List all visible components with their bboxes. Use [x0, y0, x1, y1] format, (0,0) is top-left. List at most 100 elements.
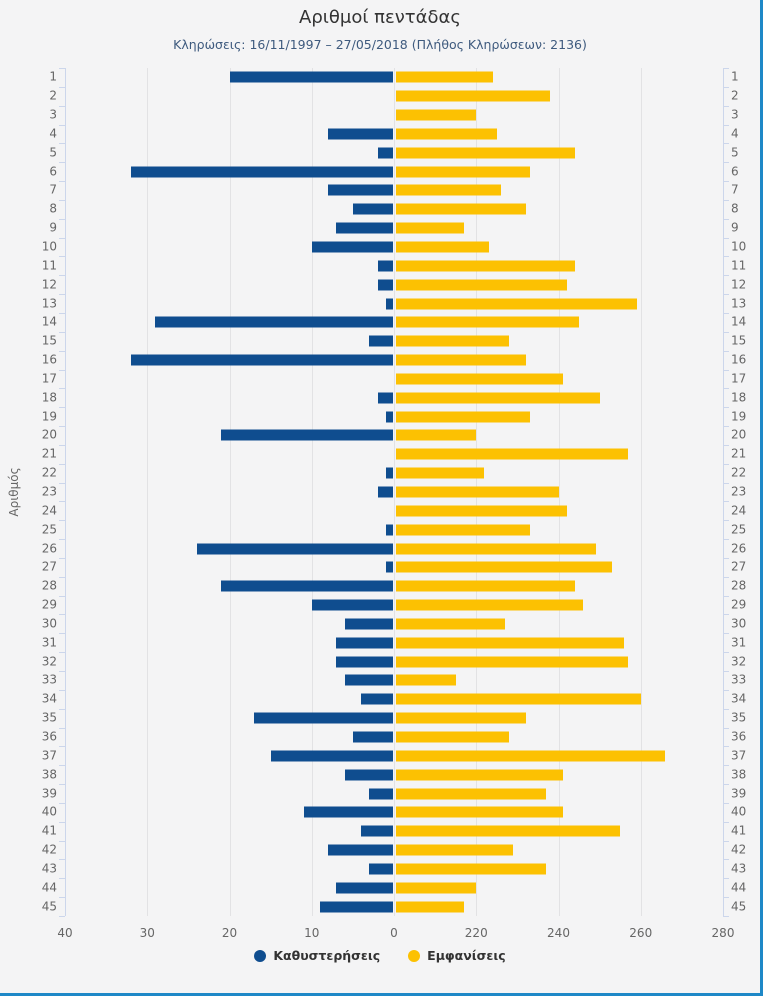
bar-appearance[interactable]	[396, 693, 641, 705]
category-tick	[59, 351, 65, 352]
bar-appearance[interactable]	[396, 731, 510, 743]
bar-appearance[interactable]	[396, 599, 584, 611]
bar-delay[interactable]	[270, 750, 393, 762]
bar-delay[interactable]	[328, 184, 393, 196]
bar-appearance[interactable]	[396, 656, 629, 668]
category-tick	[59, 728, 65, 729]
bar-appearance[interactable]	[396, 184, 501, 196]
bar-delay[interactable]	[385, 467, 393, 479]
bar-appearance[interactable]	[396, 637, 625, 649]
bar-delay[interactable]	[377, 279, 393, 291]
category-tick	[723, 520, 729, 521]
bar-appearance[interactable]	[396, 505, 567, 517]
bar-appearance[interactable]	[396, 166, 530, 178]
bar-delay[interactable]	[344, 674, 393, 686]
bar-delay[interactable]	[229, 71, 393, 83]
bar-appearance[interactable]	[396, 128, 497, 140]
bar-appearance[interactable]	[396, 524, 530, 536]
bar-delay[interactable]	[336, 637, 393, 649]
bar-appearance[interactable]	[396, 618, 506, 630]
legend-item-appearances[interactable]: Εμφανίσεις	[408, 948, 506, 963]
bar-delay[interactable]	[311, 241, 393, 253]
row-label-left: 38	[41, 767, 57, 782]
bar-appearance[interactable]	[396, 298, 637, 310]
bar-delay[interactable]	[328, 844, 393, 856]
category-tick	[723, 803, 729, 804]
bar-appearance[interactable]	[396, 580, 575, 592]
bar-appearance[interactable]	[396, 203, 526, 215]
bar-appearance[interactable]	[396, 241, 489, 253]
bar-appearance[interactable]	[396, 467, 485, 479]
bar-delay[interactable]	[369, 788, 393, 799]
bar-appearance[interactable]	[396, 316, 580, 328]
bar-appearance[interactable]	[396, 769, 563, 781]
bar-appearance[interactable]	[396, 674, 456, 686]
bar-delay[interactable]	[336, 882, 393, 894]
bar-delay[interactable]	[361, 825, 393, 837]
bar-appearance[interactable]	[396, 448, 629, 460]
category-tick	[723, 407, 729, 408]
bar-delay[interactable]	[303, 806, 393, 818]
bar-appearance[interactable]	[396, 279, 567, 291]
bar-appearance[interactable]	[396, 712, 526, 724]
bar-delay[interactable]	[361, 693, 393, 705]
bar-appearance[interactable]	[396, 147, 575, 159]
bar-delay[interactable]	[254, 712, 393, 724]
bar-appearance[interactable]	[396, 373, 563, 385]
bar-delay[interactable]	[377, 260, 393, 272]
bar-delay[interactable]	[377, 486, 393, 498]
bar-appearance[interactable]	[396, 222, 464, 234]
bar-delay[interactable]	[369, 335, 393, 347]
bar-appearance[interactable]	[396, 90, 551, 102]
bar-delay[interactable]	[385, 561, 393, 573]
bar-delay[interactable]	[221, 429, 393, 441]
bar-delay[interactable]	[385, 411, 393, 423]
legend-item-delays[interactable]: Καθυστερήσεις	[254, 948, 380, 963]
bar-appearance[interactable]	[396, 863, 547, 875]
bar-appearance[interactable]	[396, 486, 559, 498]
bar-appearance[interactable]	[396, 561, 612, 573]
bar-delay[interactable]	[311, 599, 393, 611]
row-label-left: 19	[41, 409, 57, 424]
bar-delay[interactable]	[130, 166, 393, 178]
bar-appearance[interactable]	[396, 806, 563, 818]
bar-delay[interactable]	[385, 298, 393, 310]
bar-delay[interactable]	[221, 580, 393, 592]
bar-delay[interactable]	[377, 392, 393, 404]
category-tick	[723, 690, 729, 691]
bar-appearance[interactable]	[396, 109, 477, 121]
bar-delay[interactable]	[385, 524, 393, 536]
row-label-left: 31	[41, 635, 57, 650]
bar-delay[interactable]	[369, 863, 393, 875]
bar-appearance[interactable]	[396, 543, 596, 555]
bar-appearance[interactable]	[396, 901, 464, 913]
bar-delay[interactable]	[377, 147, 393, 159]
bar-appearance[interactable]	[396, 825, 621, 837]
category-tick	[723, 162, 729, 163]
bar-appearance[interactable]	[396, 750, 666, 762]
bar-appearance[interactable]	[396, 788, 547, 799]
bar-appearance[interactable]	[396, 71, 493, 83]
bar-appearance[interactable]	[396, 354, 526, 366]
bar-appearance[interactable]	[396, 260, 575, 272]
bar-delay[interactable]	[344, 769, 393, 781]
bar-delay[interactable]	[155, 316, 393, 328]
bar-delay[interactable]	[196, 543, 393, 555]
category-tick	[723, 219, 729, 220]
category-tick	[59, 125, 65, 126]
bar-appearance[interactable]	[396, 392, 600, 404]
bar-delay[interactable]	[352, 731, 393, 743]
bar-delay[interactable]	[130, 354, 393, 366]
bar-delay[interactable]	[328, 128, 393, 140]
bar-delay[interactable]	[319, 901, 393, 913]
bar-delay[interactable]	[352, 203, 393, 215]
row-label-left: 23	[41, 484, 57, 499]
bar-delay[interactable]	[336, 656, 393, 668]
bar-delay[interactable]	[336, 222, 393, 234]
bar-appearance[interactable]	[396, 411, 530, 423]
bar-appearance[interactable]	[396, 844, 514, 856]
bar-appearance[interactable]	[396, 882, 477, 894]
bar-appearance[interactable]	[396, 429, 477, 441]
bar-delay[interactable]	[344, 618, 393, 630]
bar-appearance[interactable]	[396, 335, 510, 347]
